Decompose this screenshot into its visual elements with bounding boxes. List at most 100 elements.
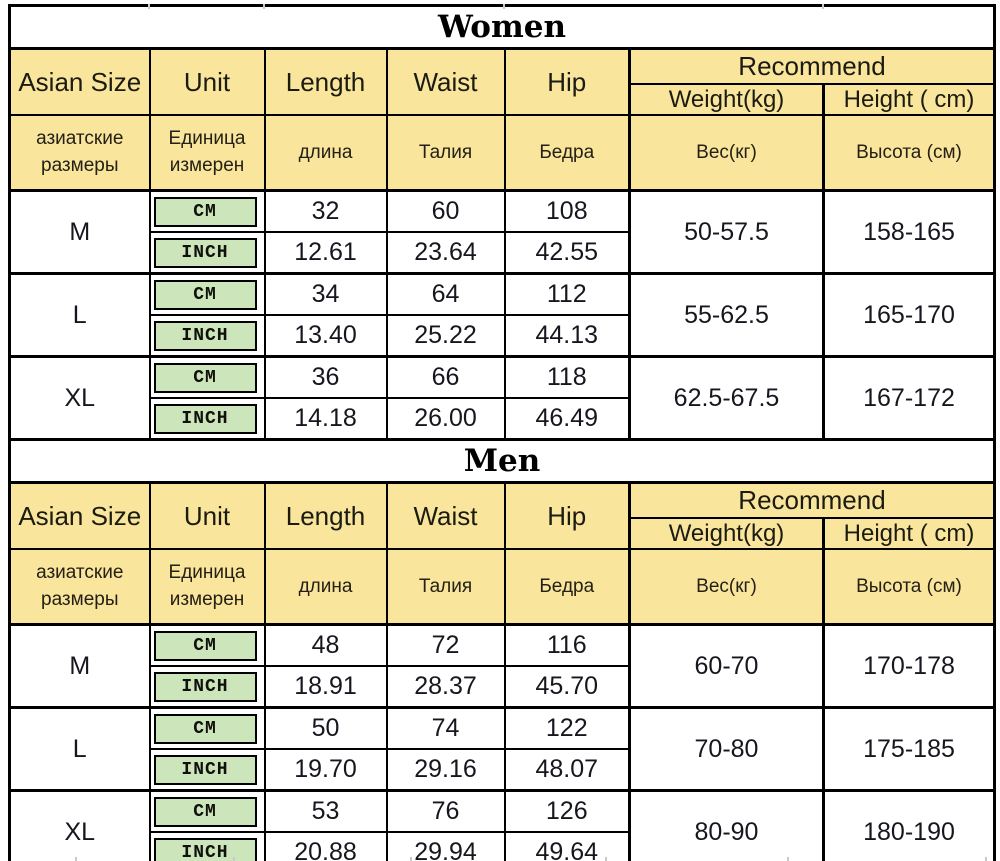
ru-header-hip: Бедра (503, 114, 631, 192)
unit-inch-badge: INCH (153, 403, 257, 434)
hip-cm-cell: 126 (503, 789, 631, 833)
gridline-tick (75, 857, 77, 861)
table-row: L CM 50 74 122 70-80 175-185 (8, 706, 996, 792)
gridline-tick (263, 4, 265, 9)
hip-inch-cell: 48.07 (503, 748, 631, 792)
weight-range-cell: 50-57.5 (628, 189, 825, 275)
unit-cm-badge: CM (153, 630, 257, 661)
unit-cell: INCH (148, 831, 266, 861)
waist-inch-cell: 29.16 (385, 748, 506, 792)
col-header-unit: Unit (148, 481, 266, 550)
table-row: XL CM 53 76 126 80-90 180-190 (8, 789, 996, 861)
hip-cm-cell: 118 (503, 355, 631, 399)
gridline-tick (503, 4, 505, 9)
table-row: XL CM 36 66 118 62.5-67.5 167-172 (8, 355, 996, 441)
unit-inch-badge: INCH (153, 837, 257, 861)
col-header-waist: Waist (385, 47, 506, 116)
size-chart-sheet: Women Asian Size Unit Length Waist Hip R… (0, 4, 1000, 861)
hip-cm-cell: 122 (503, 706, 631, 750)
height-range-cell: 170-178 (822, 623, 996, 709)
unit-cm-badge: CM (153, 196, 257, 227)
waist-inch-cell: 23.64 (385, 231, 506, 275)
waist-inch-cell: 26.00 (385, 397, 506, 441)
length-cm-cell: 36 (263, 355, 388, 399)
ru-header-unit: Единица измерен (148, 114, 266, 192)
length-cm-cell: 32 (263, 189, 388, 233)
weight-range-cell: 60-70 (628, 623, 825, 709)
col-header-hip: Hip (503, 47, 631, 116)
weight-range-cell: 62.5-67.5 (628, 355, 825, 441)
hip-cm-cell: 116 (503, 623, 631, 667)
gridline-tick (148, 4, 150, 9)
unit-cell: CM (148, 623, 266, 667)
col-header-recommend: Recommend (628, 481, 996, 519)
col-header-height: Height ( cm) (822, 83, 996, 116)
unit-inch-badge: INCH (153, 754, 257, 785)
size-cell: XL (8, 355, 151, 441)
length-cm-cell: 53 (263, 789, 388, 833)
unit-cell: CM (148, 272, 266, 316)
col-header-height: Height ( cm) (822, 517, 996, 550)
ru-header-weight: Вес(кг) (628, 114, 825, 192)
waist-cm-cell: 64 (385, 272, 506, 316)
unit-cell: INCH (148, 231, 266, 275)
col-header-unit: Unit (148, 47, 266, 116)
hip-inch-cell: 44.13 (503, 314, 631, 358)
length-inch-cell: 20.88 (263, 831, 388, 861)
col-header-weight: Weight(kg) (628, 83, 825, 116)
section-title-women: Women (8, 4, 996, 50)
length-cm-cell: 50 (263, 706, 388, 750)
table-row: M CM 48 72 116 60-70 170-178 (8, 623, 996, 709)
unit-inch-badge: INCH (153, 671, 257, 702)
waist-cm-cell: 72 (385, 623, 506, 667)
unit-cell: INCH (148, 397, 266, 441)
gridline-tick (233, 857, 235, 861)
waist-inch-cell: 28.37 (385, 665, 506, 709)
unit-cm-badge: CM (153, 713, 257, 744)
unit-cell: INCH (148, 748, 266, 792)
unit-cm-badge: CM (153, 362, 257, 393)
col-header-asian-size: Asian Size (8, 481, 151, 550)
col-header-length: Length (263, 47, 388, 116)
length-cm-cell: 34 (263, 272, 388, 316)
col-header-length: Length (263, 481, 388, 550)
height-range-cell: 167-172 (822, 355, 996, 441)
table-row: INCH 14.18 26.00 46.49 (10, 397, 995, 441)
col-header-asian-size: Asian Size (8, 47, 151, 116)
col-header-recommend: Recommend (628, 47, 996, 85)
size-cell: M (8, 623, 151, 709)
gridline-tick (787, 857, 789, 861)
ru-header-height: Высота (см) (822, 548, 996, 626)
ru-header-waist: Талия (385, 114, 506, 192)
table-row: азиатские размеры Единица измерен длина … (8, 548, 996, 626)
ru-header-asian-size: азиатские размеры (8, 548, 151, 626)
height-range-cell: 158-165 (822, 189, 996, 275)
table-row: Men (8, 438, 996, 484)
height-range-cell: 180-190 (822, 789, 996, 861)
ru-header-length: длина (263, 114, 388, 192)
gridline-tick (985, 857, 987, 861)
ru-header-height: Высота (см) (822, 114, 996, 192)
weight-range-cell: 55-62.5 (628, 272, 825, 358)
col-header-weight: Weight(kg) (628, 517, 825, 550)
ru-header-length: длина (263, 548, 388, 626)
table-row: Weight(kg) Height ( cm) (10, 83, 996, 116)
waist-cm-cell: 60 (385, 189, 506, 233)
table-row: азиатские размеры Единица измерен длина … (8, 114, 996, 192)
unit-cell: CM (148, 789, 266, 833)
size-cell: XL (8, 789, 151, 861)
hip-inch-cell: 45.70 (503, 665, 631, 709)
waist-inch-cell: 25.22 (385, 314, 506, 358)
table-row: INCH 18.91 28.37 45.70 (10, 665, 995, 709)
table-row: Asian Size Unit Length Waist Hip Recomme… (8, 481, 996, 550)
ru-header-weight: Вес(кг) (628, 548, 825, 626)
hip-cm-cell: 108 (503, 189, 631, 233)
hip-inch-cell: 49.64 (503, 831, 631, 861)
table-row: INCH 12.61 23.64 42.55 (10, 231, 995, 275)
unit-cell: CM (148, 355, 266, 399)
ru-header-waist: Талия (385, 548, 506, 626)
table-row: Weight(kg) Height ( cm) (10, 517, 996, 550)
table-row: INCH 20.88 29.94 49.64 (10, 831, 995, 861)
unit-inch-badge: INCH (153, 320, 257, 351)
hip-inch-cell: 42.55 (503, 231, 631, 275)
